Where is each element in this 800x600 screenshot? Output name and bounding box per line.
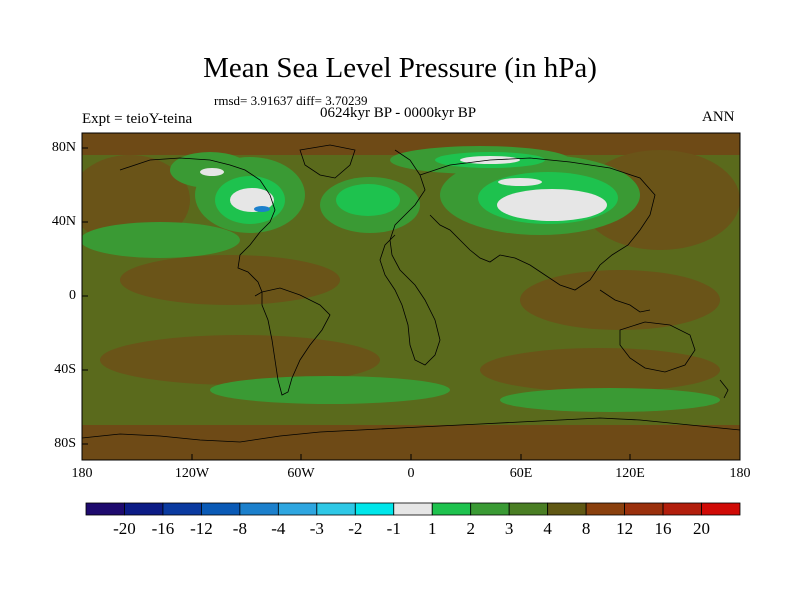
- colorbar-label: -8: [232, 519, 247, 538]
- colorbar-label: -20: [113, 519, 136, 538]
- lon-label-0: 0: [407, 466, 415, 481]
- period-label: 0624kyr BP - 0000kyr BP: [320, 105, 477, 121]
- colorbar-swatch: [316, 502, 356, 516]
- colorbar-label: -3: [309, 519, 324, 538]
- siberia-white: [498, 178, 542, 186]
- colorbar: [85, 502, 741, 516]
- colorbar-label: 2: [466, 519, 475, 538]
- europe-africa-coast: [379, 149, 441, 366]
- great-lakes-blue: [254, 206, 270, 212]
- southern-brown: [100, 335, 380, 385]
- lon-label-120e: 120E: [615, 466, 645, 481]
- colorbar-swatch: [85, 502, 125, 516]
- colorbar-label: -2: [348, 519, 363, 538]
- colorbar-swatch: [585, 502, 625, 516]
- southern-green-3b: [500, 388, 720, 412]
- colorbar-swatch: [201, 502, 241, 516]
- season-label: ANN: [702, 109, 735, 125]
- colorbar-swatch: [162, 502, 202, 516]
- colorbar-swatch: [124, 502, 164, 516]
- colorbar-label: 1: [427, 519, 437, 538]
- colorbar-label: -16: [151, 519, 175, 538]
- lat-label-0: 0: [69, 288, 76, 303]
- pressure-field: [82, 133, 740, 460]
- south-america-coast: [261, 287, 331, 396]
- lon-label-60e: 60E: [509, 466, 533, 481]
- colorbar-swatch: [624, 502, 664, 516]
- colorbar-swatch: [701, 502, 741, 516]
- colorbar-swatch: [393, 502, 433, 516]
- stats-line: rmsd= 3.91637 diff= 3.70239: [214, 93, 368, 108]
- southern-green-3: [210, 376, 450, 404]
- pacific-green-3: [82, 222, 240, 258]
- antarctica-coast: [82, 417, 740, 443]
- colorbar-label: 3: [504, 519, 514, 538]
- colorbar-label: 20: [693, 519, 711, 538]
- colorbar-label: -1: [386, 519, 401, 538]
- tropical-brown-west: [120, 255, 340, 305]
- colorbar-swatch: [662, 502, 702, 516]
- axis-ticks: [81, 147, 741, 460]
- colorbar-swatch: [508, 502, 549, 516]
- colorbar-swatch: [547, 502, 587, 516]
- lon-label-60w: 60W: [287, 466, 315, 481]
- lon-label-120w: 120W: [174, 466, 210, 481]
- southeast-asia-coast: [599, 289, 651, 313]
- lat-label-80s: 80S: [54, 436, 76, 451]
- lat-label-40n: 40N: [51, 214, 76, 229]
- asia-coast: [419, 157, 656, 291]
- greenland-coast: [299, 144, 356, 179]
- map-title: Mean Sea Level Pressure (in hPa): [203, 52, 597, 84]
- eurasia-white: [497, 189, 607, 221]
- colorbar-label: 12: [616, 519, 634, 538]
- colorbar-label: 4: [543, 519, 552, 538]
- colorbar-swatch: [470, 502, 510, 516]
- colorbar-swatch: [431, 502, 472, 516]
- alaska-white: [200, 168, 224, 176]
- colorbar-swatch: [354, 502, 395, 516]
- lat-label-80n: 80N: [51, 140, 76, 155]
- colorbar-swatch: [239, 502, 279, 516]
- colorbar-label: 16: [654, 519, 672, 538]
- atlantic-green-2: [336, 184, 400, 216]
- na-white: [230, 188, 274, 212]
- experiment-label: Expt = teioY-teina: [82, 111, 193, 127]
- australia-coast: [619, 321, 696, 373]
- tropical-brown-east: [520, 270, 720, 330]
- lon-label-180w: 180: [71, 466, 93, 481]
- lat-label-40s: 40S: [54, 362, 76, 377]
- north-america-coast: [119, 157, 276, 297]
- new-zealand-coast: [719, 379, 729, 399]
- colorbar-label: -12: [190, 519, 213, 538]
- colorbar-label: 8: [581, 519, 591, 538]
- colorbar-swatch: [277, 502, 318, 516]
- arctic-brown-band: [82, 133, 740, 155]
- coastlines: [82, 144, 740, 443]
- lon-label-180e: 180: [729, 466, 751, 481]
- southern-brown-2: [480, 348, 720, 392]
- colorbar-label: -4: [271, 519, 286, 538]
